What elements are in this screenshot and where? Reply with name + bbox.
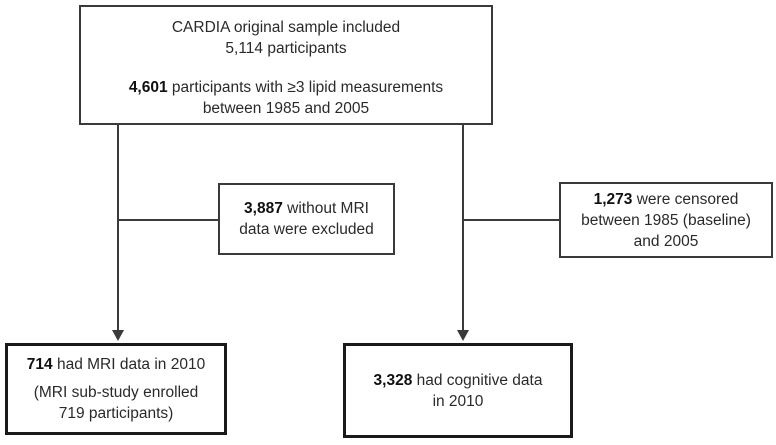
line-text: without MRI (282, 200, 369, 217)
text-line: data were excluded (228, 219, 385, 240)
connector-horizontal-left (118, 219, 218, 221)
censored-box: 1,273 were censored between 1985 (baseli… (559, 182, 773, 258)
bold-number: 1,273 (593, 190, 633, 208)
line-text: had MRI data in 2010 (52, 356, 206, 373)
line-text: had cognitive data (412, 371, 543, 389)
bold-number: 714 (26, 356, 53, 373)
text-line: 719 participants) (13, 403, 219, 424)
mri-excluded-box: 3,887 without MRI data were excluded (218, 183, 395, 255)
line-text: between 1985 (baseline) (581, 211, 751, 229)
bold-number: 3,328 (373, 371, 413, 389)
text-line: between 1985 and 2005 (89, 98, 483, 119)
line-text: and 2005 (633, 232, 699, 250)
cardia-sample-box: CARDIA original sample included 5,114 pa… (79, 5, 493, 125)
line-text: 719 participants) (58, 405, 174, 422)
line-text: in 2010 (432, 392, 484, 410)
text-line: 5,114 participants (89, 38, 483, 59)
line-text: (MRI sub-study enrolled (33, 384, 199, 401)
bold-number: 4,601 (128, 79, 168, 96)
line-text: participants with ≥3 lipid measurements (167, 79, 444, 96)
down-arrowhead-icon (112, 330, 124, 341)
down-arrowhead-icon (457, 330, 469, 341)
bold-number: 3,887 (244, 200, 283, 217)
connector-horizontal-right (463, 219, 560, 221)
mri-2010-box: 714 had MRI data in 2010 (MRI sub-study … (5, 343, 227, 435)
text-line: 3,887 without MRI (228, 198, 385, 219)
text-line: between 1985 (baseline) (569, 210, 763, 231)
text-line: 714 had MRI data in 2010 (13, 354, 219, 375)
text-line: and 2005 (569, 231, 763, 252)
text-line: CARDIA original sample included (89, 17, 483, 38)
connector-vertical-left (117, 125, 119, 331)
line-text: 5,114 participants (225, 40, 347, 57)
text-line: in 2010 (354, 391, 562, 412)
connector-vertical-right (462, 125, 464, 331)
text-line: 1,273 were censored (569, 189, 763, 210)
text-line: 4,601 participants with ≥3 lipid measure… (89, 77, 483, 98)
line-text: were censored (632, 190, 739, 208)
text-line: (MRI sub-study enrolled (13, 382, 219, 403)
text-line: 3,328 had cognitive data (354, 370, 562, 391)
line-text: data were excluded (239, 221, 374, 238)
cognitive-data-box: 3,328 had cognitive data in 2010 (343, 343, 573, 438)
line-text: between 1985 and 2005 (202, 100, 370, 117)
line-text: CARDIA original sample included (171, 19, 401, 36)
